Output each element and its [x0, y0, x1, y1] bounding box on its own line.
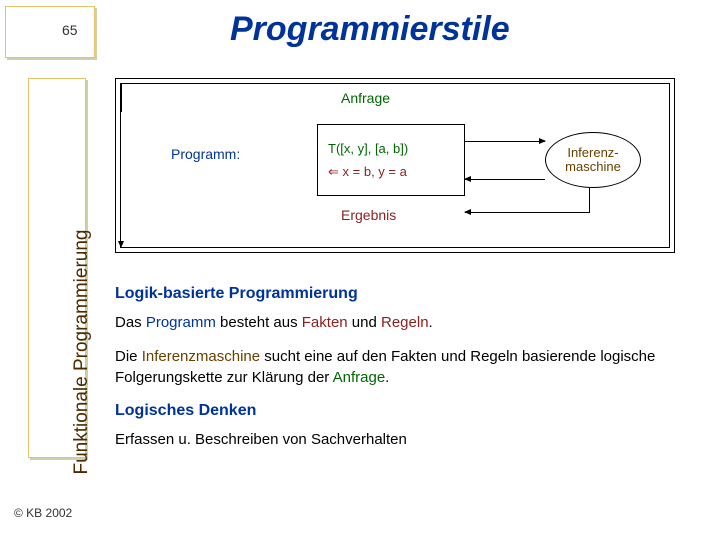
corner-box	[5, 6, 95, 58]
content-area: Anfrage Programm: T([x, y], [a, b]) ⇐ x …	[115, 78, 705, 464]
page-number: 65	[62, 22, 78, 38]
copyright: © KB 2002	[14, 506, 72, 520]
query-line1: T([x, y], [a, b])	[328, 141, 464, 156]
diagram-frame: Anfrage Programm: T([x, y], [a, b]) ⇐ x …	[115, 78, 675, 253]
section-heading-2: Logisches Denken	[115, 402, 705, 420]
slide: 65 Programmierstile Funktionale Programm…	[0, 0, 720, 540]
arrow-ergebnis-v	[589, 188, 590, 213]
slide-title: Programmierstile	[230, 10, 510, 49]
diagram-inner: Anfrage Programm: T([x, y], [a, b]) ⇐ x …	[120, 83, 670, 248]
anfrage-label: Anfrage	[341, 90, 390, 106]
query-line2: ⇐ x = b, y = a	[328, 164, 464, 180]
arrow-anfrage-down	[121, 84, 122, 112]
inference-oval: Inferenz- maschine	[545, 132, 641, 188]
paragraph-3: Erfassen u. Beschreiben von Sachverhalte…	[115, 430, 675, 450]
paragraph-2: Die Inferenzmaschine sucht eine auf den …	[115, 347, 675, 388]
paragraph-1: Das Programm besteht aus Fakten und Rege…	[115, 313, 675, 333]
arrow-ergebnis-h	[465, 212, 589, 213]
arrow-to-inference	[465, 141, 545, 142]
arrow-from-inference	[465, 179, 545, 180]
programm-label: Programm:	[171, 146, 240, 162]
section-heading: Logik-basierte Programmierung	[115, 285, 705, 303]
sidebar-label: Funktionale Programmierung	[71, 177, 93, 527]
sidebar-box: Funktionale Programmierung	[28, 78, 86, 458]
query-box: T([x, y], [a, b]) ⇐ x = b, y = a	[317, 124, 465, 196]
ergebnis-label: Ergebnis	[341, 207, 396, 223]
inference-label: Inferenz- maschine	[565, 146, 621, 175]
